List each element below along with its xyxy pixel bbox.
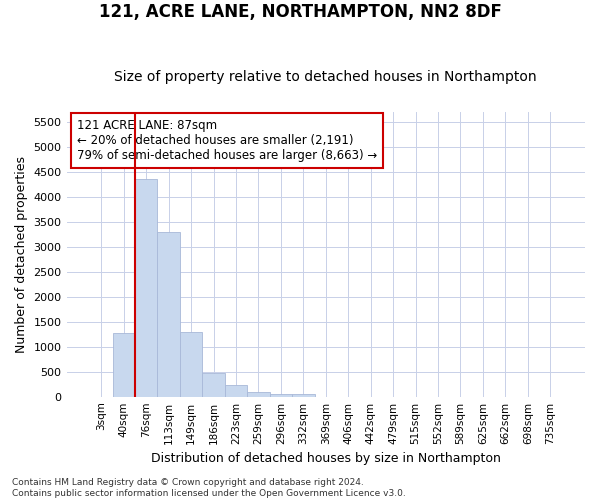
Bar (247, 392, 269, 396)
Bar (135, 180, 157, 396)
Text: 121 ACRE LANE: 87sqm
← 20% of detached houses are smaller (2,191)
79% of semi-de: 121 ACRE LANE: 87sqm ← 20% of detached h… (77, 119, 377, 162)
Bar (202, 372, 225, 396)
Text: Contains HM Land Registry data © Crown copyright and database right 2024.
Contai: Contains HM Land Registry data © Crown c… (12, 478, 406, 498)
Text: 121, ACRE LANE, NORTHAMPTON, NN2 8DF: 121, ACRE LANE, NORTHAMPTON, NN2 8DF (98, 2, 502, 21)
Bar (292, 394, 314, 396)
Bar (225, 385, 247, 396)
Title: Size of property relative to detached houses in Northampton: Size of property relative to detached ho… (115, 70, 537, 85)
X-axis label: Distribution of detached houses by size in Northampton: Distribution of detached houses by size … (151, 452, 501, 465)
Bar (113, 334, 135, 396)
Bar (157, 232, 180, 396)
Bar (180, 332, 202, 396)
Bar (269, 394, 292, 396)
Y-axis label: Number of detached properties: Number of detached properties (15, 156, 28, 353)
